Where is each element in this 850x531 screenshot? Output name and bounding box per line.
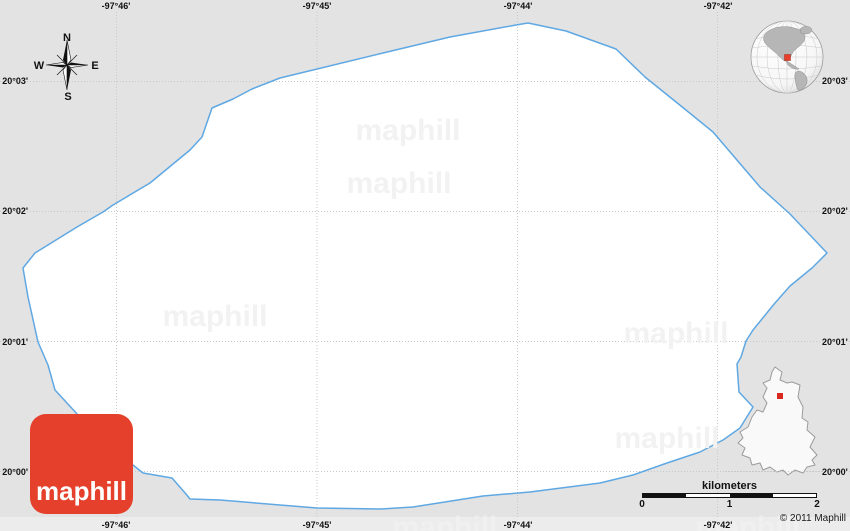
state-inset[interactable] [725, 360, 825, 480]
state-location-marker [777, 393, 783, 399]
longitude-label-bottom: -97°46' [101, 520, 131, 530]
compass-rose: N S W E [34, 32, 99, 103]
compass-east-label: E [91, 60, 98, 72]
scale-tick-label: 2 [814, 499, 820, 510]
region-border [22, 22, 828, 510]
compass-west-label: W [34, 60, 45, 72]
longitude-label-top: -97°44' [503, 1, 533, 11]
scale-track [642, 493, 817, 498]
longitude-label-top: -97°45' [302, 1, 332, 11]
scale-ticks: 0 1 2 [639, 499, 820, 510]
latitude-label-left: 20°01' [2, 337, 28, 347]
longitude-label-bottom: -97°45' [302, 520, 332, 530]
longitude-label-bottom: -97°42' [703, 520, 733, 530]
latitude-label-right: 20°03' [822, 76, 848, 86]
latitude-label-right: 20°02' [822, 206, 848, 216]
longitude-label-top: -97°42' [703, 1, 733, 11]
latitude-label-left: 20°02' [2, 206, 28, 216]
globe-location-marker [784, 54, 791, 61]
region-fill[interactable] [23, 23, 827, 509]
compass-south-label: S [64, 91, 71, 103]
scale-segment [772, 494, 816, 497]
latitude-label-right: 20°01' [822, 337, 848, 347]
latitude-label-left: 20°00' [2, 467, 28, 477]
scale-tick-label: 1 [726, 499, 733, 510]
latitude-label-right: 20°00' [822, 467, 848, 477]
scale-segment [643, 494, 687, 497]
globe-inset[interactable] [750, 20, 824, 94]
latitude-label-left: 20°03' [2, 76, 28, 86]
globe-graticule [751, 20, 823, 94]
scale-title: kilometers [701, 480, 758, 492]
scale-segment [686, 494, 730, 497]
compass-needles [45, 39, 89, 91]
longitude-label-top: -97°46' [101, 1, 131, 11]
longitude-label-bottom: -97°44' [503, 520, 533, 530]
bottom-strip [0, 517, 850, 531]
scale-segment [729, 494, 773, 497]
state-shape [737, 366, 818, 476]
scale-tick-label: 0 [639, 499, 645, 510]
maphill-logo-text: maphill [35, 476, 127, 506]
copyright-text: © 2011 Maphill [779, 513, 846, 524]
compass-north-label: N [63, 32, 71, 44]
scale-bar: kilometers 0 1 2 [639, 480, 820, 511]
maphill-logo[interactable]: maphill [30, 414, 133, 514]
globe-continents [763, 26, 813, 91]
